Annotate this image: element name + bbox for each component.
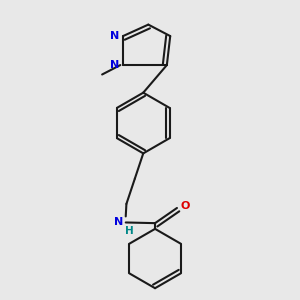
Text: N: N bbox=[114, 218, 123, 227]
Text: N: N bbox=[110, 31, 119, 41]
Text: N: N bbox=[110, 60, 119, 70]
Text: O: O bbox=[180, 201, 190, 211]
Text: H: H bbox=[125, 226, 134, 236]
